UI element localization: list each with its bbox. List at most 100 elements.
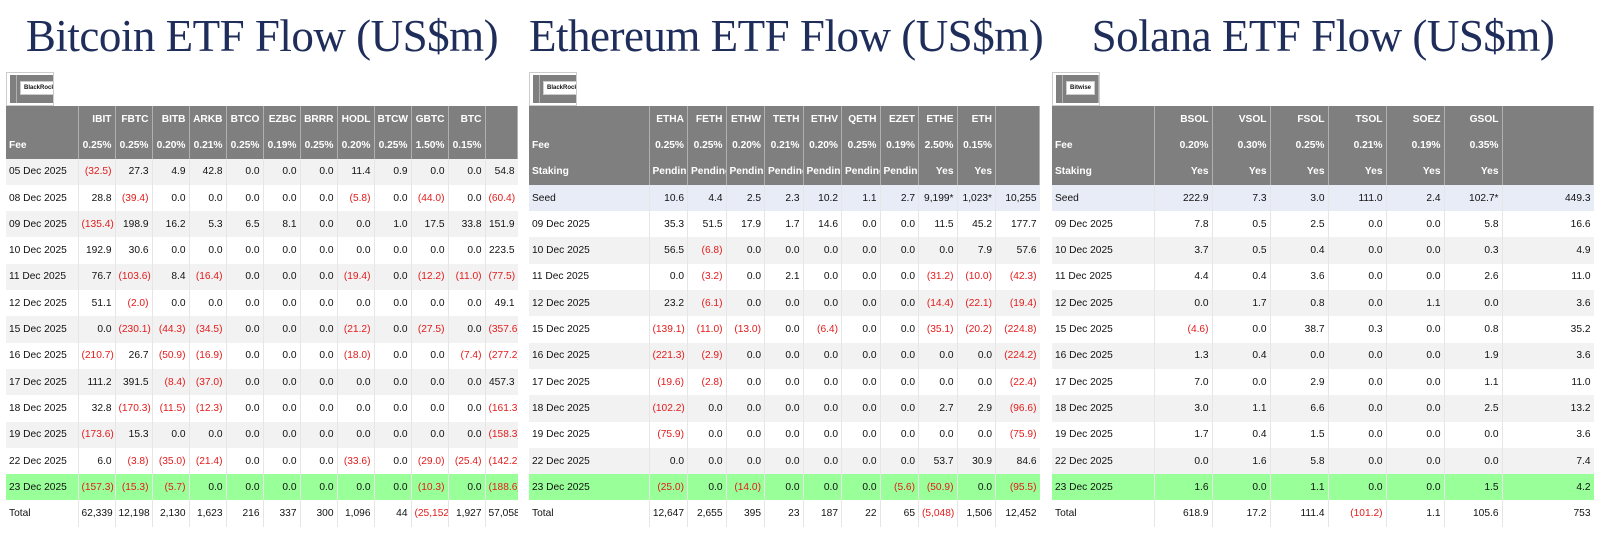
- value-cell: 11.5: [918, 211, 958, 238]
- table-row: 15 Dec 2025 (4.6) 0.0 38.7 0.3 0.0 0.8 35.2: [1052, 316, 1594, 343]
- value-cell: 0.0: [841, 237, 881, 264]
- row-total: 11.0: [1502, 368, 1594, 396]
- value-cell: (5.8): [337, 184, 375, 212]
- value-cell: 0.0: [764, 447, 804, 475]
- value-cell: 0.0: [448, 421, 486, 448]
- value-cell: (12.2): [411, 263, 449, 291]
- value-cell: 0.0: [263, 421, 301, 448]
- value-cell: 0.5: [1212, 211, 1271, 238]
- value-cell: 1.1: [1444, 368, 1503, 396]
- value-cell: (135.4): [78, 211, 116, 238]
- value-cell: 0.3: [1444, 237, 1503, 264]
- ticker-cell: ARKB: [189, 106, 227, 133]
- value-cell: 0.0: [1270, 342, 1329, 369]
- value-cell: (33.6): [337, 447, 375, 475]
- row-total: (77.5): [485, 263, 518, 291]
- table-row: 16 Dec 2025 (221.3) (2.9) 0.0 0.0 0.0 0.0 0.0 0.…: [529, 342, 1040, 369]
- date-cell: 09 Dec 2025: [6, 211, 79, 238]
- staking-row: StakingPendingPendingPendingPendingPendi…: [529, 158, 1040, 185]
- staking-cell: Yes: [1386, 158, 1445, 185]
- staking-cell: Yes: [918, 158, 958, 185]
- value-cell: 0.0: [880, 316, 919, 343]
- value-cell: 0.0: [226, 395, 264, 422]
- empty-cell: [1502, 158, 1594, 185]
- value-cell: 0.0: [337, 290, 375, 317]
- value-cell: 0.0: [1444, 290, 1503, 317]
- total-cell: 1,096: [337, 500, 375, 527]
- value-cell: 3.0: [1154, 395, 1213, 422]
- totals-row: Total 62,339 12,198 2,130 1,623 216 337 300 1,09…: [6, 500, 518, 527]
- value-cell: 0.0: [687, 474, 727, 501]
- ticker-cell: ETHA: [649, 106, 688, 133]
- row-total: 3.6: [1502, 421, 1594, 448]
- fee-row: Fee 0.25% 0.25% 0.20% 0.21% 0.25% 0.19% 0.25% 0.…: [6, 132, 518, 159]
- issuer-logo-cell: Bitwise: [1062, 75, 1099, 103]
- value-cell: 17.5: [411, 211, 449, 238]
- fee-cell: 0.25%: [649, 132, 688, 159]
- value-cell: 0.4: [1212, 263, 1271, 291]
- value-cell: 10.2: [803, 184, 842, 212]
- table-row: 19 Dec 2025 1.7 0.4 1.5 0.0 0.0 0.0 3.6: [1052, 421, 1594, 448]
- empty-cell: [1502, 132, 1594, 159]
- staking-cell: Pending: [764, 158, 804, 185]
- value-cell: 0.0: [411, 368, 449, 396]
- value-cell: 17.9: [726, 211, 765, 238]
- value-cell: 51.5: [687, 211, 727, 238]
- value-cell: 0.0: [803, 290, 842, 317]
- row-total: (277.2): [485, 342, 518, 369]
- staking-cell: Pending: [880, 158, 919, 185]
- value-cell: 32.8: [78, 395, 116, 422]
- value-cell: 0.0: [841, 342, 881, 369]
- date-cell: 22 Dec 2025: [1052, 447, 1155, 475]
- date-cell: 12 Dec 2025: [1052, 290, 1155, 317]
- table-row: 11 Dec 2025 76.7 (103.6) 8.4 (16.4) 0.0 0.0 0.0…: [6, 263, 518, 291]
- issuer-logo: BlackRock: [20, 80, 53, 95]
- value-cell: 4.4: [1154, 263, 1213, 291]
- date-cell: 15 Dec 2025: [529, 316, 650, 343]
- value-cell: 0.0: [726, 342, 765, 369]
- value-cell: 0.0: [764, 421, 804, 448]
- value-cell: 0.0: [1212, 368, 1271, 396]
- corner-cell: [10, 75, 17, 103]
- row-total: 223.5: [485, 237, 518, 264]
- value-cell: 5.8: [1444, 211, 1503, 238]
- table-row: 09 Dec 2025 35.3 51.5 17.9 1.7 14.6 0.0 0.0 11.5…: [529, 211, 1040, 238]
- fee-cell: 2.50%: [918, 132, 958, 159]
- empty-cell: [485, 132, 518, 159]
- value-cell: 0.0: [226, 474, 264, 501]
- total-cell: 337: [263, 500, 301, 527]
- value-cell: 0.0: [841, 447, 881, 475]
- panel-title: Ethereum ETF Flow (US$m): [529, 11, 1044, 61]
- value-cell: 0.0: [880, 290, 919, 317]
- value-cell: (2.0): [115, 290, 153, 317]
- value-cell: 0.0: [448, 237, 486, 264]
- value-cell: 2.4: [1386, 184, 1445, 212]
- date-cell: 17 Dec 2025: [1052, 368, 1155, 396]
- value-cell: 0.0: [764, 368, 804, 396]
- value-cell: 0.0: [1212, 474, 1271, 501]
- table-row: 17 Dec 2025 (19.6) (2.8) 0.0 0.0 0.0 0.0 0.0 0.0…: [529, 368, 1040, 396]
- value-cell: 0.0: [226, 342, 264, 369]
- value-cell: 0.0: [189, 237, 227, 264]
- value-cell: 0.0: [374, 368, 412, 396]
- ticker-cell: TSOL: [1328, 106, 1387, 133]
- value-cell: 4.9: [152, 158, 190, 185]
- value-cell: 0.0: [1328, 447, 1387, 475]
- value-cell: 0.0: [300, 184, 338, 212]
- row-total: 35.2: [1502, 316, 1594, 343]
- value-cell: 1.7: [764, 211, 804, 238]
- value-cell: 0.0: [687, 395, 727, 422]
- staking-cell: Pending: [841, 158, 881, 185]
- value-cell: 0.0: [841, 316, 881, 343]
- value-cell: 4.4: [687, 184, 727, 212]
- value-cell: 10.6: [649, 184, 688, 212]
- value-cell: 2.5: [1270, 211, 1329, 238]
- ticker-cell: BRRR: [300, 106, 338, 133]
- value-cell: 0.0: [189, 421, 227, 448]
- fee-row: Fee 0.25% 0.25% 0.20% 0.21% 0.20% 0.25% 0.19% 2.…: [529, 132, 1040, 159]
- total-cell: 300: [300, 500, 338, 527]
- issuer-logo: Bitwise: [1066, 80, 1096, 95]
- value-cell: 0.0: [448, 158, 486, 185]
- ticker-cell: EZET: [880, 106, 919, 133]
- row-total: (142.2): [485, 447, 518, 475]
